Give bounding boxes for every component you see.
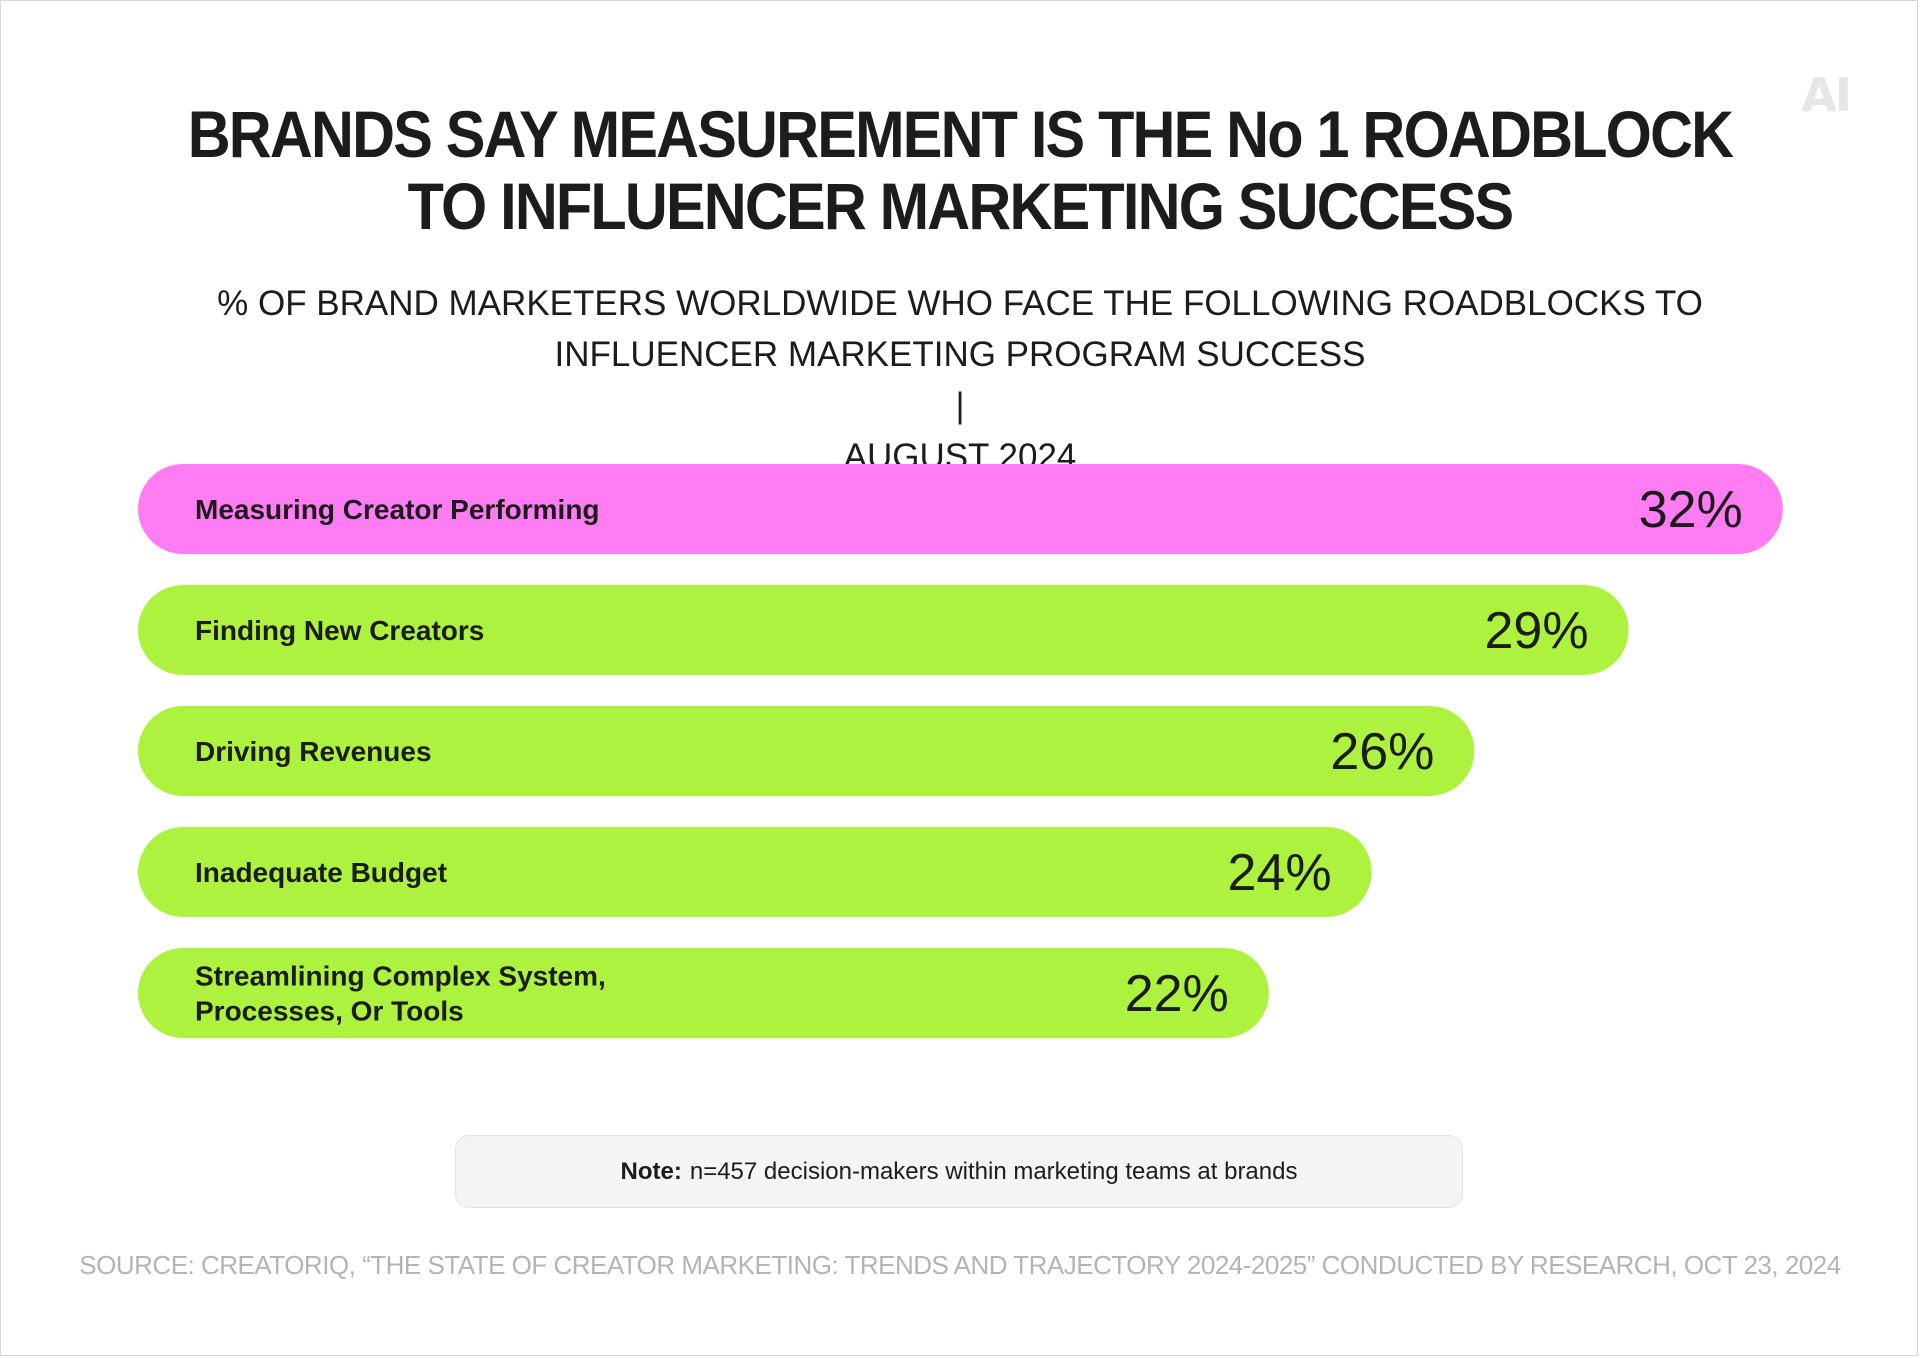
chart-title-line-2: TO INFLUENCER MARKETING SUCCESS: [407, 169, 1515, 243]
chart-subtitle-line-1: % OF BRAND MARKETERS WORLDWIDE WHO FACE …: [217, 284, 1703, 323]
bar-category-label: Streamlining Complex System, Processes, O…: [195, 961, 606, 1027]
bar-group: Measuring Creator Performing 32%: [138, 464, 1783, 554]
bar-value-label: 22%: [1125, 965, 1229, 1023]
bar-group: Inadequate Budget 24%: [138, 827, 1372, 917]
bar-value-label: 29%: [1485, 602, 1589, 660]
bar-category-label-line: Driving Revenues: [195, 736, 432, 767]
bar: [138, 827, 1372, 917]
bar: [138, 706, 1475, 796]
bar-group: Finding New Creators 29%: [138, 585, 1629, 675]
bar-group: Driving Revenues 26%: [138, 706, 1475, 796]
bar-category-label-line: Processes, Or Tools: [195, 996, 464, 1027]
brand-logo: AI: [1801, 68, 1852, 122]
bar-category-label: Inadequate Budget: [195, 857, 447, 888]
bar-category-label-line: Measuring Creator Performing: [195, 494, 600, 525]
bar-category-label: Finding New Creators: [195, 615, 484, 646]
source-citation: SOURCE: CREATORIQ, “THE STATE OF CREATOR…: [79, 1250, 1841, 1280]
bar-category-label-line: Streamlining Complex System,: [195, 961, 606, 992]
chart-title-line-1: BRANDS SAY MEASUREMENT IS THE No 1 ROADB…: [187, 97, 1734, 171]
bar-value-label: 24%: [1228, 844, 1332, 902]
chart-title: BRANDS SAY MEASUREMENT IS THE No 1 ROADB…: [96, 98, 1824, 242]
bar-group: Streamlining Complex System, Processes, O…: [138, 948, 1269, 1038]
bar: [138, 585, 1629, 675]
bar-category-label-line: Inadequate Budget: [195, 857, 447, 888]
bar-category-label-line: Finding New Creators: [195, 615, 484, 646]
bar-category-label: Driving Revenues: [195, 736, 432, 767]
chart-subtitle-line-2a: INFLUENCER MARKETING PROGRAM SUCCESS: [554, 335, 1366, 374]
bar-value-label: 32%: [1639, 481, 1743, 539]
bar-category-label: Measuring Creator Performing: [195, 494, 600, 525]
note-label: Note:: [620, 1157, 682, 1185]
bar-value-label: 26%: [1330, 723, 1434, 781]
note-text: n=457 decision-makers within marketing t…: [689, 1157, 1298, 1185]
bar: [138, 464, 1783, 554]
note-box: Note: n=457 decision-makers within marke…: [455, 1135, 1463, 1208]
bar: [138, 948, 1269, 1038]
chart-subtitle-separator: |: [955, 386, 965, 425]
